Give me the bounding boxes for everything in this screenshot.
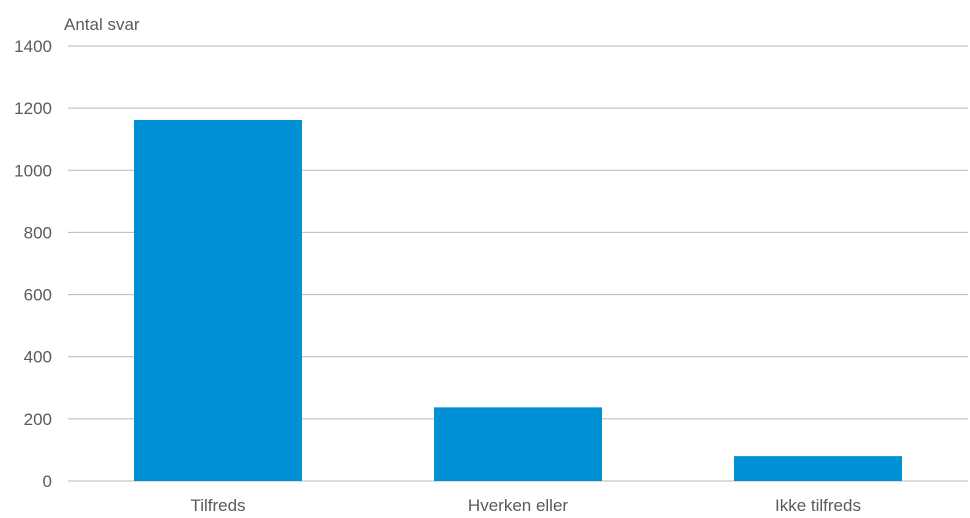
y-tick-label: 400 xyxy=(24,348,52,367)
bar xyxy=(734,456,902,481)
x-category-label: Tilfreds xyxy=(190,496,245,513)
y-tick-label: 1000 xyxy=(14,161,52,180)
y-tick-label: 0 xyxy=(43,472,52,491)
y-tick-label: 800 xyxy=(24,223,52,242)
x-category-label: Ikke tilfreds xyxy=(775,496,861,513)
y-tick-label: 1400 xyxy=(14,37,52,56)
x-axis-labels: Tilfreds Hverken eller Ikke tilfreds xyxy=(190,496,861,515)
bar xyxy=(434,407,602,481)
y-axis-title: Antal svar xyxy=(64,15,140,34)
y-tick-label: 1200 xyxy=(14,99,52,118)
x-category-label: Hverken eller xyxy=(468,496,568,513)
y-axis-ticks: 0 200 400 600 800 1000 1200 1400 xyxy=(14,37,52,491)
y-tick-label: 600 xyxy=(24,286,52,305)
y-tick-label: 200 xyxy=(24,410,52,429)
bar xyxy=(134,119,302,481)
bars xyxy=(134,119,902,481)
